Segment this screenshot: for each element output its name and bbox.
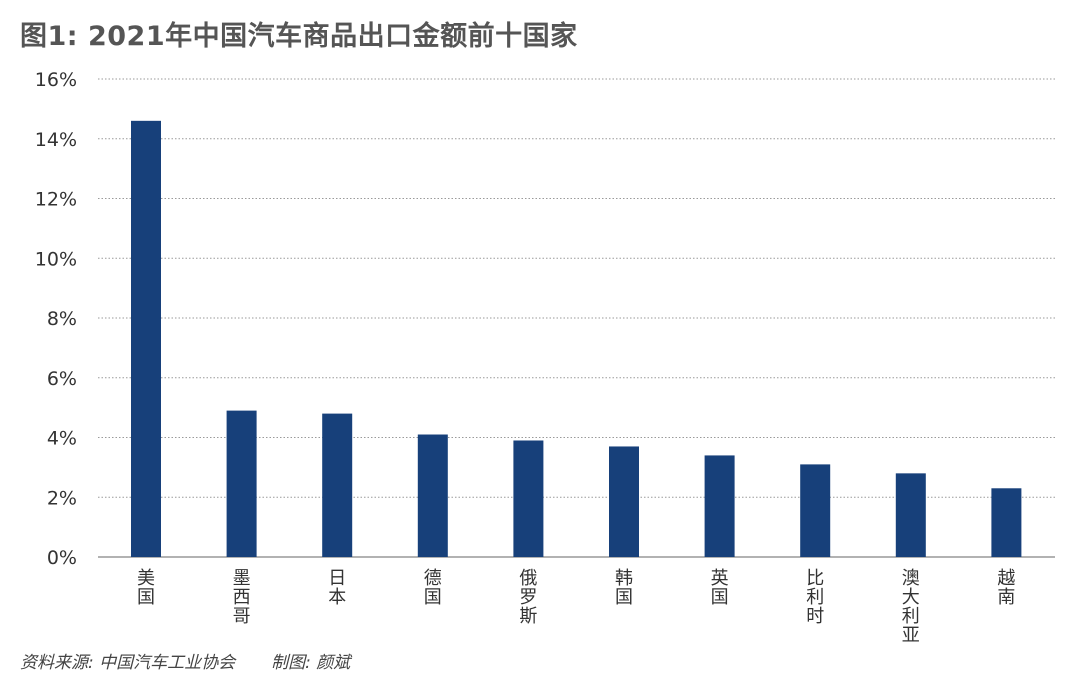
bar <box>417 434 448 557</box>
x-tick-label: 比利时 <box>806 568 824 627</box>
y-tick-label: 6% <box>47 368 77 390</box>
y-tick-label: 2% <box>47 487 77 509</box>
x-tick-label: 德国 <box>424 568 442 608</box>
x-axis-labels: 美国 墨西哥 日本 德国 俄罗斯 韩国 英国 比利时 澳大利亚 越南 <box>137 568 1015 646</box>
bar <box>226 410 257 557</box>
x-tick-label: 英国 <box>711 568 729 608</box>
x-tick-label: 墨西哥 <box>233 568 251 627</box>
y-tick-label: 0% <box>47 547 77 569</box>
y-tick-label: 16% <box>35 69 77 91</box>
y-tick-label: 10% <box>35 248 77 270</box>
footer: 资料来源: 中国汽车工业协会 制图: 颜斌 <box>20 648 350 673</box>
bars <box>131 120 1022 557</box>
x-tick-label: 日本 <box>328 568 346 608</box>
bar <box>322 413 353 557</box>
bar <box>131 120 161 557</box>
bar <box>991 488 1022 557</box>
bar <box>704 455 735 557</box>
y-tick-label: 4% <box>47 428 77 450</box>
source-note: 资料来源: 中国汽车工业协会 <box>20 653 236 673</box>
bar <box>800 464 831 557</box>
x-tick-label: 越南 <box>997 568 1015 608</box>
y-tick-label: 8% <box>47 308 77 330</box>
bar <box>513 440 544 557</box>
y-tick-label: 14% <box>35 129 77 151</box>
x-tick-label: 澳大利亚 <box>902 568 920 646</box>
y-axis-ticks: 0% 2% 4% 6% 8% 10% 12% 14% 16% <box>35 69 77 569</box>
x-tick-label: 俄罗斯 <box>519 568 537 627</box>
x-tick-label: 美国 <box>137 568 155 608</box>
y-tick-label: 12% <box>35 189 77 211</box>
x-tick-label: 韩国 <box>615 568 633 608</box>
bar <box>609 446 639 557</box>
author-note: 制图: 颜斌 <box>271 653 351 673</box>
bar <box>895 473 926 557</box>
chart-title: 图1: 2021年中国汽车商品出口金额前十国家 <box>20 21 578 52</box>
grid-lines <box>98 78 1055 558</box>
